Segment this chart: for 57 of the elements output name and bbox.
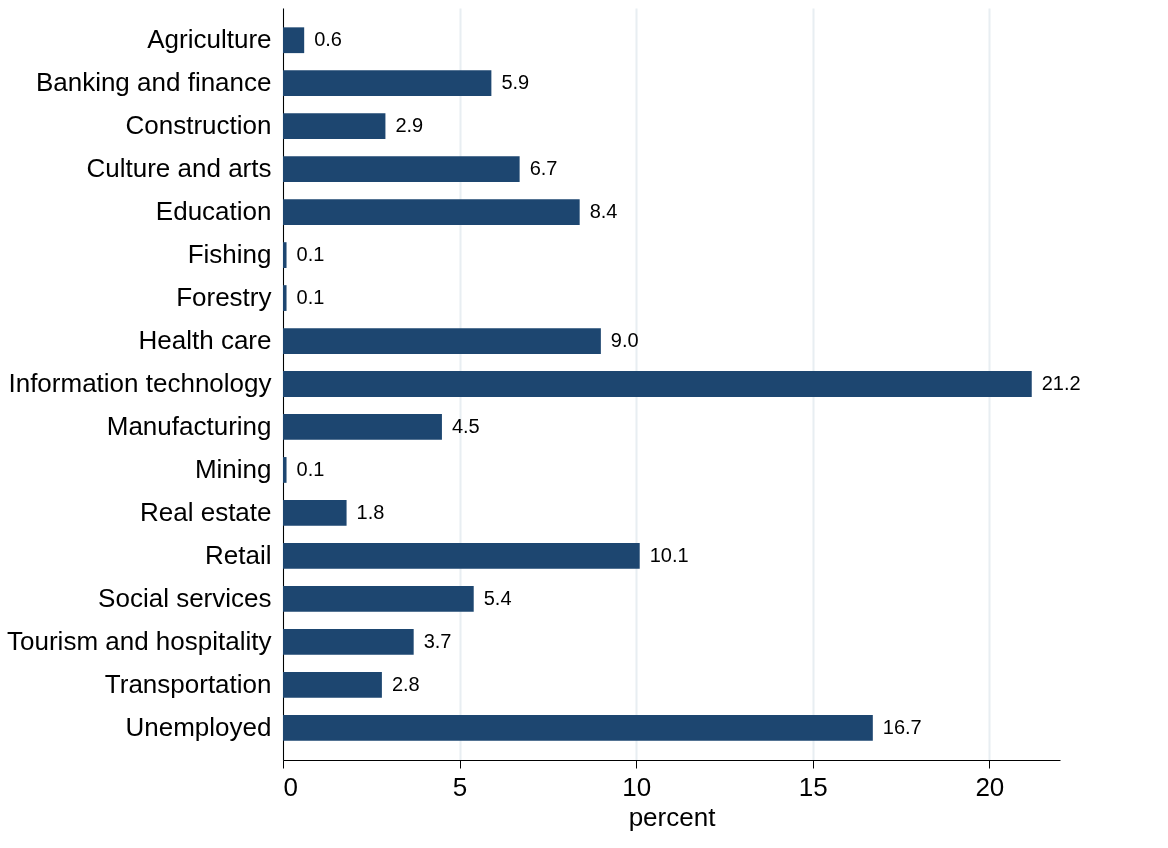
bar bbox=[283, 542, 640, 569]
bar bbox=[283, 285, 287, 311]
data-label: 0.1 bbox=[296, 286, 325, 309]
x-tick-label: 20 bbox=[975, 771, 1005, 802]
data-label: 0.1 bbox=[296, 457, 325, 480]
data-label: 1.8 bbox=[356, 500, 385, 523]
bar bbox=[283, 585, 474, 612]
y-tick-label: Transportation bbox=[104, 668, 272, 699]
y-tick-label: Information technology bbox=[8, 368, 272, 398]
y-tick-label: Tourism and hospitality bbox=[7, 625, 272, 656]
data-label: 9.0 bbox=[610, 329, 639, 352]
bar bbox=[283, 242, 287, 268]
data-label: 16.7 bbox=[882, 715, 922, 738]
data-label: 21.2 bbox=[1041, 372, 1081, 394]
x-tick-label: 15 bbox=[798, 771, 828, 802]
x-axis-title: percent bbox=[628, 801, 717, 832]
data-label: 3.7 bbox=[423, 629, 452, 652]
bar bbox=[283, 671, 382, 698]
bar bbox=[283, 199, 580, 226]
y-tick-label: Fishing bbox=[187, 239, 272, 270]
y-tick-label: Construction bbox=[125, 110, 272, 141]
bar bbox=[283, 500, 347, 526]
data-label: 2.8 bbox=[391, 672, 420, 695]
y-tick-label: Real estate bbox=[139, 496, 272, 527]
bar bbox=[283, 70, 492, 97]
y-tick-label: Banking and finance bbox=[35, 67, 272, 98]
bar bbox=[283, 328, 601, 354]
data-label: 0.6 bbox=[314, 28, 342, 51]
bar bbox=[283, 414, 442, 440]
bar bbox=[283, 371, 1032, 397]
data-label: 6.7 bbox=[529, 157, 558, 180]
y-tick-label: Forestry bbox=[176, 282, 272, 313]
data-label: 5.4 bbox=[483, 586, 512, 609]
bar bbox=[283, 457, 287, 483]
y-tick-label: Unemployed bbox=[125, 711, 272, 742]
y-tick-label: Social services bbox=[98, 582, 272, 613]
data-label: 5.9 bbox=[501, 71, 530, 94]
y-tick-label: Mining bbox=[194, 453, 272, 484]
bar bbox=[283, 714, 873, 741]
y-tick-label: Culture and arts bbox=[86, 153, 272, 184]
y-tick-label: Education bbox=[155, 196, 272, 227]
x-tick-label: 0 bbox=[283, 771, 298, 802]
y-tick-label: Manufacturing bbox=[106, 410, 272, 441]
data-label: 4.5 bbox=[451, 414, 480, 437]
data-label: 0.1 bbox=[296, 243, 325, 266]
bar bbox=[283, 156, 520, 183]
data-label: 10.1 bbox=[649, 543, 689, 566]
bar bbox=[283, 27, 305, 54]
bar bbox=[283, 628, 414, 655]
x-tick-label: 5 bbox=[452, 771, 468, 802]
x-tick-label: 10 bbox=[622, 771, 652, 802]
data-label: 2.9 bbox=[395, 114, 424, 137]
y-tick-label: Agriculture bbox=[147, 24, 272, 55]
bar bbox=[283, 113, 386, 140]
data-label: 8.4 bbox=[589, 200, 618, 223]
y-tick-label: Retail bbox=[205, 539, 272, 570]
y-tick-label: Health care bbox=[138, 325, 272, 356]
